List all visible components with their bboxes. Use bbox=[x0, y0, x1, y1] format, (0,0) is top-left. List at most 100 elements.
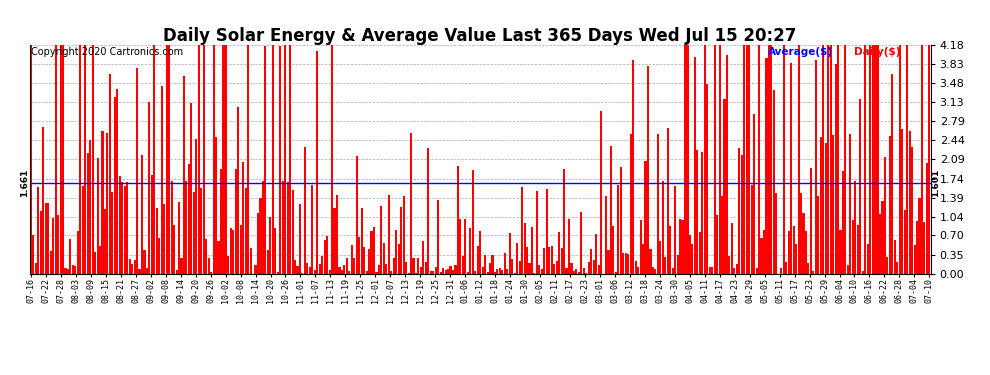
Bar bbox=[659, 242, 661, 274]
Bar bbox=[469, 228, 471, 274]
Bar bbox=[269, 217, 271, 274]
Bar bbox=[635, 261, 637, 274]
Bar bbox=[94, 252, 96, 274]
Bar bbox=[40, 211, 42, 274]
Bar bbox=[249, 248, 251, 274]
Bar bbox=[684, 45, 686, 274]
Bar bbox=[854, 181, 856, 274]
Bar bbox=[223, 45, 225, 274]
Bar bbox=[220, 169, 222, 274]
Bar bbox=[729, 255, 731, 274]
Bar bbox=[445, 270, 446, 274]
Bar bbox=[326, 236, 328, 274]
Bar bbox=[238, 107, 240, 274]
Bar bbox=[319, 264, 321, 274]
Bar bbox=[353, 258, 355, 274]
Bar bbox=[158, 238, 160, 274]
Bar bbox=[77, 231, 79, 274]
Bar bbox=[350, 245, 352, 274]
Bar bbox=[111, 192, 114, 274]
Bar bbox=[109, 74, 111, 274]
Text: 1.661: 1.661 bbox=[20, 169, 29, 197]
Bar bbox=[101, 131, 104, 274]
Bar bbox=[64, 268, 66, 274]
Bar bbox=[97, 158, 99, 274]
Bar bbox=[638, 267, 640, 274]
Bar bbox=[763, 230, 765, 274]
Bar bbox=[395, 230, 397, 274]
Bar bbox=[124, 186, 126, 274]
Bar bbox=[689, 235, 691, 274]
Bar bbox=[605, 196, 607, 274]
Bar bbox=[89, 140, 91, 274]
Bar bbox=[405, 262, 407, 274]
Bar bbox=[531, 226, 533, 274]
Bar bbox=[600, 111, 602, 274]
Bar bbox=[881, 201, 883, 274]
Text: Average($): Average($) bbox=[768, 47, 834, 57]
Bar bbox=[461, 256, 464, 274]
Bar bbox=[355, 156, 357, 274]
Bar bbox=[790, 63, 792, 274]
Bar bbox=[383, 243, 385, 274]
Bar bbox=[213, 45, 215, 274]
Bar bbox=[438, 200, 440, 274]
Bar bbox=[418, 258, 420, 274]
Bar bbox=[114, 98, 116, 274]
Bar bbox=[871, 45, 873, 274]
Bar bbox=[479, 231, 481, 274]
Bar bbox=[745, 45, 747, 274]
Bar bbox=[750, 185, 752, 274]
Bar bbox=[724, 99, 726, 274]
Bar bbox=[235, 169, 237, 274]
Bar bbox=[539, 265, 541, 274]
Bar bbox=[403, 196, 405, 274]
Bar bbox=[286, 182, 289, 274]
Bar bbox=[296, 266, 299, 274]
Bar bbox=[370, 231, 372, 274]
Bar bbox=[165, 45, 167, 274]
Bar bbox=[753, 114, 755, 274]
Bar bbox=[425, 262, 427, 274]
Bar bbox=[671, 268, 674, 274]
Bar bbox=[580, 212, 582, 274]
Bar bbox=[476, 246, 479, 274]
Bar bbox=[200, 188, 202, 274]
Bar bbox=[440, 273, 442, 274]
Bar bbox=[131, 264, 134, 274]
Bar bbox=[830, 45, 832, 274]
Bar bbox=[555, 261, 557, 274]
Bar bbox=[264, 46, 266, 274]
Bar bbox=[496, 269, 499, 274]
Bar bbox=[598, 265, 600, 274]
Bar bbox=[768, 45, 770, 274]
Bar bbox=[519, 261, 521, 274]
Bar bbox=[420, 267, 422, 274]
Bar bbox=[79, 45, 81, 274]
Bar bbox=[788, 231, 790, 274]
Bar bbox=[464, 219, 466, 274]
Bar bbox=[813, 271, 815, 274]
Bar bbox=[331, 45, 333, 274]
Bar bbox=[884, 157, 886, 274]
Bar bbox=[613, 226, 615, 274]
Bar bbox=[590, 249, 592, 274]
Bar bbox=[583, 268, 585, 274]
Bar bbox=[889, 136, 891, 274]
Bar bbox=[54, 45, 56, 274]
Bar bbox=[69, 239, 71, 274]
Bar bbox=[380, 206, 382, 274]
Bar bbox=[346, 258, 347, 274]
Bar bbox=[178, 202, 180, 274]
Bar bbox=[104, 209, 106, 274]
Bar bbox=[67, 269, 69, 274]
Bar bbox=[267, 250, 269, 274]
Bar bbox=[435, 267, 437, 274]
Bar bbox=[785, 262, 787, 274]
Bar bbox=[835, 63, 837, 274]
Bar bbox=[800, 193, 802, 274]
Bar bbox=[640, 220, 642, 274]
Bar bbox=[628, 254, 630, 274]
Bar bbox=[360, 209, 362, 274]
Bar bbox=[901, 129, 903, 274]
